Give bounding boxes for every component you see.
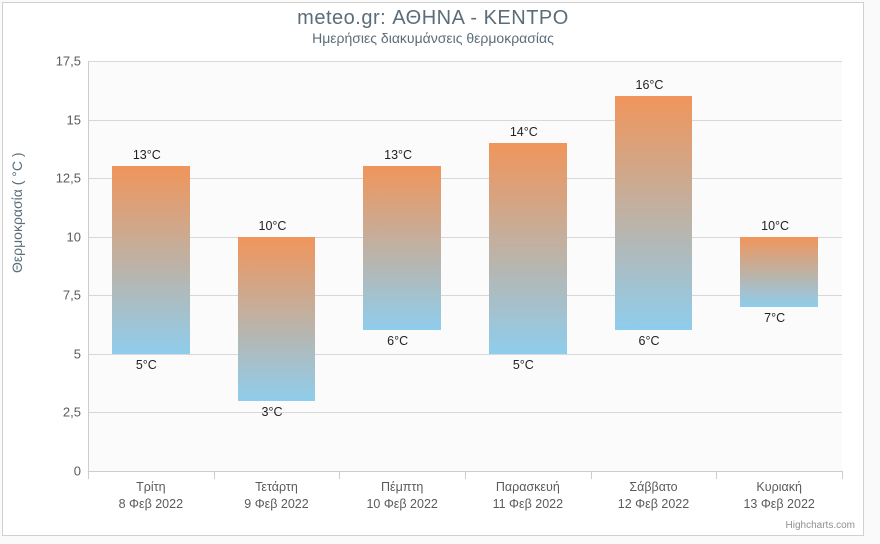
x-category-label: Κυριακή13 Φεβ 2022 <box>717 479 842 513</box>
x-category-day: Σάββατο <box>591 479 716 496</box>
gridline <box>88 354 842 355</box>
x-category-date: 11 Φεβ 2022 <box>465 496 590 513</box>
y-axis-title: Θερμοκρασία ( °C ) <box>9 152 25 273</box>
gridline <box>88 295 842 296</box>
x-tick-mark <box>214 471 215 479</box>
x-category-day: Τρίτη <box>88 479 213 496</box>
x-tick-mark <box>88 471 89 479</box>
x-category-date: 9 Φεβ 2022 <box>214 496 339 513</box>
bar-high-label: 14°C <box>510 125 538 139</box>
bar-low-label: 7°C <box>764 311 785 325</box>
y-tick-label: 10 <box>31 229 81 244</box>
x-category-date: 8 Φεβ 2022 <box>88 496 213 513</box>
x-category-day: Τετάρτη <box>214 479 339 496</box>
bar-high-label: 13°C <box>384 148 412 162</box>
x-category-label: Σάββατο12 Φεβ 2022 <box>591 479 716 513</box>
gridline <box>88 412 842 413</box>
temperature-bar[interactable] <box>363 166 441 330</box>
y-tick-label: 2,5 <box>31 405 81 420</box>
gridline <box>88 61 842 62</box>
bar-high-label: 10°C <box>259 219 287 233</box>
gridline <box>88 178 842 179</box>
temperature-bar[interactable] <box>740 237 818 307</box>
x-tick-mark <box>591 471 592 479</box>
gridline <box>88 237 842 238</box>
y-tick-label: 17,5 <box>31 54 81 69</box>
temperature-bar[interactable] <box>489 143 567 354</box>
y-axis-line <box>88 61 89 471</box>
x-tick-mark <box>465 471 466 479</box>
bar-high-label: 16°C <box>636 78 664 92</box>
x-category-label: Τρίτη8 Φεβ 2022 <box>88 479 213 513</box>
temperature-bar[interactable] <box>112 166 190 353</box>
temperature-bar[interactable] <box>615 96 693 330</box>
bar-low-label: 5°C <box>136 358 157 372</box>
bar-low-label: 5°C <box>513 358 534 372</box>
x-tick-mark <box>716 471 717 479</box>
chart-subtitle: Ημερήσιες διακυμάνσεις θερμοκρασίας <box>3 30 863 46</box>
x-category-date: 12 Φεβ 2022 <box>591 496 716 513</box>
x-category-label: Πέμπτη10 Φεβ 2022 <box>340 479 465 513</box>
temperature-range-chart: meteo.gr: ΑΘΗΝΑ - ΚΕΝΤΡΟ Ημερήσιες διακυ… <box>2 2 864 536</box>
temperature-bar[interactable] <box>238 237 316 401</box>
y-tick-label: 5 <box>31 346 81 361</box>
bar-low-label: 6°C <box>639 334 660 348</box>
y-tick-label: 15 <box>31 112 81 127</box>
y-tick-label: 7,5 <box>31 288 81 303</box>
gridline <box>88 120 842 121</box>
plot-area: 13°C 5°C 10°C 3°C 13°C 6°C 14°C 5°C 16°C 6°C 10°C 7… <box>88 61 842 471</box>
x-category-day: Παρασκευή <box>465 479 590 496</box>
x-category-day: Πέμπτη <box>340 479 465 496</box>
chart-title: meteo.gr: ΑΘΗΝΑ - ΚΕΝΤΡΟ <box>3 7 863 30</box>
bar-low-label: 3°C <box>262 405 283 419</box>
y-tick-label: 12,5 <box>31 171 81 186</box>
y-tick-label: 0 <box>31 464 81 479</box>
x-category-day: Κυριακή <box>717 479 842 496</box>
chart-credit[interactable]: Highcharts.com <box>786 520 855 531</box>
bar-high-label: 13°C <box>133 148 161 162</box>
x-category-label: Τετάρτη9 Φεβ 2022 <box>214 479 339 513</box>
x-tick-mark <box>339 471 340 479</box>
x-category-date: 13 Φεβ 2022 <box>717 496 842 513</box>
chart-title-block: meteo.gr: ΑΘΗΝΑ - ΚΕΝΤΡΟ Ημερήσιες διακυ… <box>3 3 863 46</box>
bar-low-label: 6°C <box>387 334 408 348</box>
bar-high-label: 10°C <box>761 219 789 233</box>
x-category-date: 10 Φεβ 2022 <box>340 496 465 513</box>
x-category-label: Παρασκευή11 Φεβ 2022 <box>465 479 590 513</box>
x-tick-mark <box>842 471 843 479</box>
